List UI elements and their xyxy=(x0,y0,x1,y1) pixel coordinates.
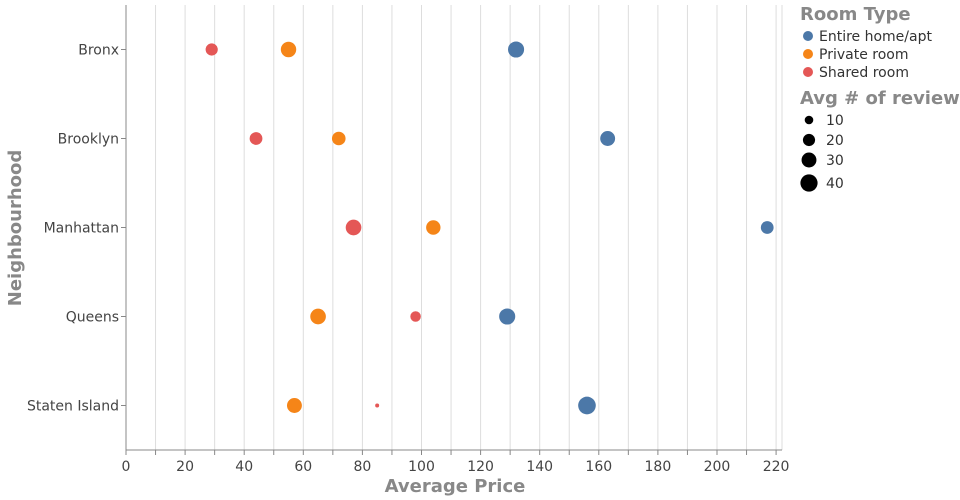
x-tick-label: 60 xyxy=(294,459,312,475)
x-tick-label: 80 xyxy=(353,459,371,475)
x-axis-title: Average Price xyxy=(385,476,526,497)
size-legend-label: 10 xyxy=(826,113,844,129)
data-point xyxy=(578,396,596,415)
color-legend-symbol xyxy=(803,49,813,59)
data-point xyxy=(286,398,302,413)
color-legend-label: Private room xyxy=(819,47,908,63)
x-tick-label: 40 xyxy=(235,459,253,475)
y-tick-label: Queens xyxy=(66,310,119,326)
grid xyxy=(125,5,783,450)
x-tick-label: 160 xyxy=(585,459,612,475)
y-tick-label: Brooklyn xyxy=(58,132,119,148)
size-legend-symbol xyxy=(801,152,817,168)
data-point xyxy=(426,220,441,235)
size-legend-symbol xyxy=(800,174,818,192)
x-tick-label: 140 xyxy=(526,459,553,475)
y-tick-label: Manhattan xyxy=(44,221,119,237)
data-point xyxy=(508,41,525,58)
data-point xyxy=(499,308,516,325)
data-point xyxy=(760,221,774,234)
x-tick-label: 100 xyxy=(408,459,435,475)
size-legend-symbol xyxy=(804,115,814,125)
data-point xyxy=(310,308,326,325)
size-legend-label: 20 xyxy=(826,133,844,149)
color-legend-title: Room Type xyxy=(800,4,911,25)
color-legend-label: Entire home/apt xyxy=(819,29,932,45)
data-point xyxy=(205,43,218,56)
x-tick-label: 220 xyxy=(763,459,790,475)
data-points xyxy=(205,41,774,415)
x-tick-label: 20 xyxy=(176,459,194,475)
size-legend-title: Avg # of reviews xyxy=(800,88,960,109)
y-axis-title: Neighbourhood xyxy=(5,150,26,307)
data-point xyxy=(345,219,362,236)
data-point xyxy=(249,132,263,145)
x-tick-label: 120 xyxy=(467,459,494,475)
color-legend-symbol xyxy=(803,31,813,41)
legend: Room Type Avg # of reviews Entire home/a… xyxy=(800,4,960,192)
data-point xyxy=(375,403,380,408)
y-tick-label: Bronx xyxy=(78,43,119,59)
size-legend-symbol xyxy=(802,133,816,147)
data-point xyxy=(410,311,421,322)
y-tick-label: Staten Island xyxy=(27,399,119,415)
color-legend-symbol xyxy=(803,67,813,77)
x-tick-label: 180 xyxy=(645,459,672,475)
x-tick-label: 200 xyxy=(704,459,731,475)
color-legend-label: Shared room xyxy=(819,65,909,81)
size-legend-label: 40 xyxy=(826,176,844,192)
x-tick-label: 0 xyxy=(122,459,131,475)
data-point xyxy=(600,131,616,146)
data-point xyxy=(331,131,346,146)
size-legend-label: 30 xyxy=(826,153,844,169)
data-point xyxy=(280,41,297,58)
axes: 0 20 40 60 80 100 120 140 160 180 200 220 Bronx Brook… xyxy=(27,5,790,475)
